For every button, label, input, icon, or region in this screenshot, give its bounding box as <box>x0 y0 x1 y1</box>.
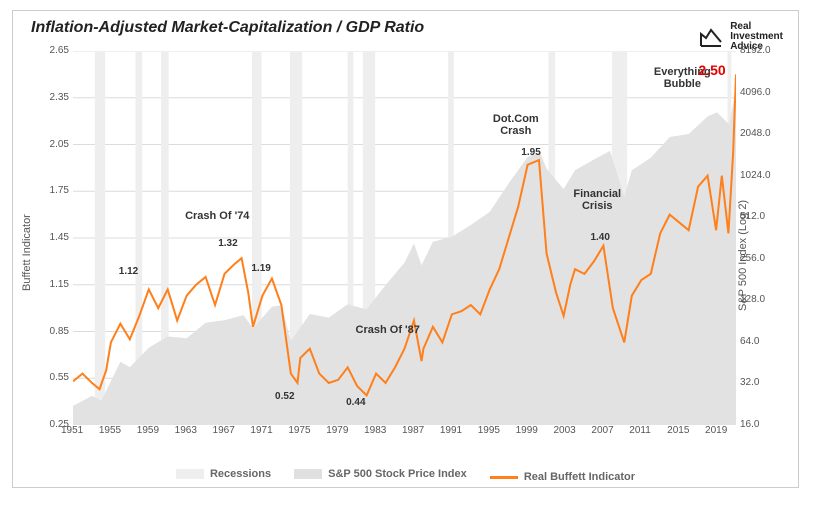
y-left-tick: 0.85 <box>50 326 69 337</box>
x-tick: 2007 <box>591 425 613 436</box>
x-tick: 1963 <box>175 425 197 436</box>
y-right-tick: 2048.0 <box>740 128 771 139</box>
event-annotation: Dot.ComCrash <box>493 113 539 137</box>
x-tick: 1983 <box>364 425 386 436</box>
x-tick: 1987 <box>402 425 424 436</box>
x-tick: 2011 <box>629 425 651 436</box>
value-callout: 1.40 <box>590 232 609 243</box>
x-tick: 1975 <box>288 425 310 436</box>
y-right-tick: 8192.0 <box>740 45 771 56</box>
legend-item-recessions: Recessions <box>176 468 271 480</box>
x-tick: 1955 <box>99 425 121 436</box>
y-right-tick: 64.0 <box>740 336 759 347</box>
x-tick: 1951 <box>61 425 83 436</box>
x-tick: 2019 <box>705 425 727 436</box>
y-left-tick: 1.75 <box>50 185 69 196</box>
event-annotation: Crash Of '87 <box>356 324 420 336</box>
y-left-tick: 0.55 <box>50 372 69 383</box>
value-callout: 1.12 <box>119 266 138 277</box>
y-left-tick: 2.35 <box>50 92 69 103</box>
x-tick: 1967 <box>213 425 235 436</box>
y-left-tick: 2.65 <box>50 45 69 56</box>
last-value-callout: 2.50 <box>698 62 725 78</box>
y-left-tick: 2.05 <box>50 139 69 150</box>
x-tick: 1979 <box>326 425 348 436</box>
x-tick: 2015 <box>667 425 689 436</box>
y-left-tick: 1.15 <box>50 279 69 290</box>
y-right-tick: 32.0 <box>740 377 759 388</box>
value-callout: 1.95 <box>521 147 540 158</box>
logo-icon <box>697 24 723 50</box>
chart-title: Inflation-Adjusted Market-Capitalization… <box>31 19 424 37</box>
chart-panel: Inflation-Adjusted Market-Capitalization… <box>12 10 799 488</box>
value-callout: 0.44 <box>346 397 365 408</box>
x-tick: 1995 <box>478 425 500 436</box>
event-annotation: Crash Of '74 <box>185 210 249 222</box>
y-right-tick: 1024.0 <box>740 170 771 181</box>
x-tick: 1971 <box>250 425 272 436</box>
value-callout: 1.19 <box>251 263 270 274</box>
y-right-tick: 16.0 <box>740 419 759 430</box>
plot-svg <box>73 51 736 425</box>
x-tick: 1991 <box>440 425 462 436</box>
plot-area <box>73 51 736 425</box>
legend-item-sp500: S&P 500 Stock Price Index <box>294 468 467 480</box>
x-tick: 2003 <box>554 425 576 436</box>
value-callout: 0.52 <box>275 391 294 402</box>
legend: Recessions S&P 500 Stock Price Index Rea… <box>13 468 798 484</box>
x-axis: 1951195519591963196719711975197919831987… <box>73 425 736 439</box>
chart-image: Inflation-Adjusted Market-Capitalization… <box>0 0 819 508</box>
x-tick: 1999 <box>516 425 538 436</box>
y-axis-right-label: S&P 500 Index (Log 2) <box>737 200 749 311</box>
y-left-tick: 1.45 <box>50 232 69 243</box>
legend-item-buffett: Real Buffett Indicator <box>490 471 635 483</box>
value-callout: 1.32 <box>218 238 237 249</box>
y-axis-left-label: Buffett Indicator <box>21 214 33 291</box>
y-right-tick: 4096.0 <box>740 87 771 98</box>
event-annotation: FinancialCrisis <box>573 188 621 212</box>
x-tick: 1959 <box>137 425 159 436</box>
